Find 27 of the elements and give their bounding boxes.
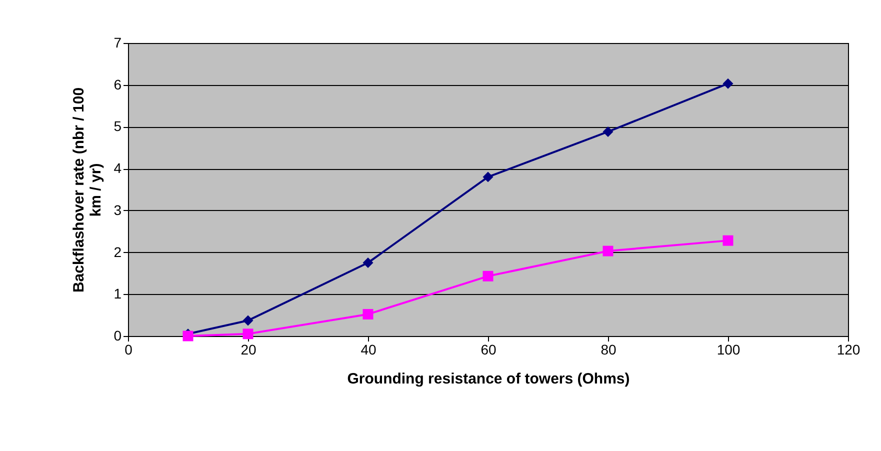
- x-axis-title: Grounding resistance of towers (Ohms): [347, 370, 630, 388]
- point: [242, 328, 254, 340]
- point: [482, 270, 494, 282]
- x-tick-label: 100: [716, 342, 740, 358]
- point: [602, 246, 614, 256]
- x-tick-label: 60: [480, 342, 496, 358]
- point: [362, 258, 374, 268]
- y-tick-label: 2: [114, 244, 122, 260]
- x-tick-label: 20: [240, 342, 256, 358]
- x-tick-label: 120: [836, 342, 860, 358]
- y-axis-title: Backflashover rate (nbr / 100 km / yr): [70, 87, 105, 293]
- y-tick-label: 3: [114, 202, 122, 218]
- y-tick-label: 6: [114, 76, 122, 92]
- y-tick-label: 5: [114, 118, 122, 134]
- x-tick-label: 80: [600, 342, 616, 358]
- point: [602, 126, 614, 137]
- y-tick-label: 1: [114, 286, 122, 302]
- point: [362, 308, 374, 320]
- y-tick-label: 0: [114, 328, 122, 344]
- x-tick-label: 40: [360, 342, 376, 358]
- x-tick-label: 0: [124, 342, 133, 358]
- y-tick-label: 7: [114, 34, 122, 50]
- point: [722, 235, 734, 246]
- point: [482, 172, 494, 182]
- point: [242, 315, 254, 326]
- point: [722, 78, 734, 89]
- y-tick-label: 4: [114, 160, 122, 176]
